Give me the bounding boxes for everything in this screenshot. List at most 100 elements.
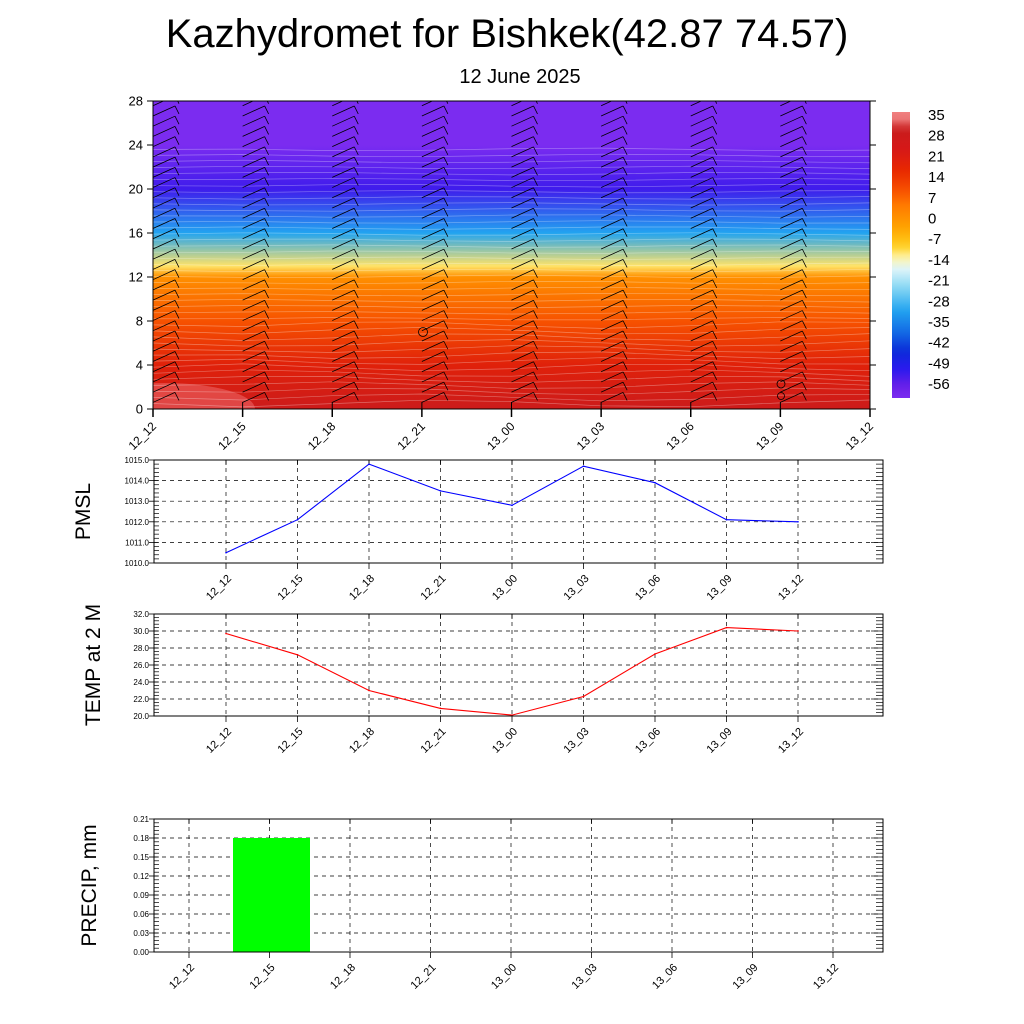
wind-barb <box>869 268 870 270</box>
wind-barb <box>600 218 624 229</box>
wind-barb <box>332 248 355 260</box>
series-point <box>439 707 442 710</box>
wind-barb-flag <box>533 351 538 360</box>
wind-barb-flag <box>443 167 449 176</box>
wind-barb <box>869 166 870 168</box>
wind-barb-flag <box>264 177 269 186</box>
wind-barb <box>600 320 624 332</box>
wind-barb-flag <box>264 238 269 248</box>
wind-barb <box>153 248 176 260</box>
wind-barb-flag <box>622 156 628 166</box>
wind-barb <box>690 299 713 311</box>
y-axis-title: PRECIP, mm <box>78 824 101 946</box>
colorbar: 35 28 21 14 7 0 -7 -14 -21 -28 -35 -42 -49 -56 <box>892 107 950 398</box>
wind-barb <box>869 391 870 393</box>
wind-barb <box>869 381 870 382</box>
wind-barb <box>690 381 713 393</box>
wind-barb-flag <box>353 249 359 258</box>
wind-barb-flag <box>802 392 807 401</box>
wind-barb <box>780 228 803 240</box>
wind-barb <box>690 248 713 260</box>
wind-barb <box>421 361 445 373</box>
wind-barb-flag <box>622 381 628 391</box>
wind-barb <box>153 289 176 301</box>
wind-barb <box>600 371 624 383</box>
wind-barb-flag <box>443 187 449 196</box>
wind-barb-flag <box>353 105 359 115</box>
wind-barb-flag <box>353 351 359 360</box>
wind-barb <box>690 289 713 301</box>
wind-barb <box>332 340 355 352</box>
wind-barb-flag <box>622 146 628 156</box>
wind-barb <box>780 269 803 281</box>
wind-barb <box>511 238 534 250</box>
wind-barb-flag <box>443 218 449 227</box>
wind-barb <box>690 269 713 281</box>
wind-barb <box>600 187 624 199</box>
wind-barb <box>690 197 713 209</box>
wind-barb <box>421 392 445 403</box>
wind-barb-flag <box>174 208 180 217</box>
y-tick-label: 1011.0 <box>125 538 149 547</box>
wind-barb <box>332 136 355 148</box>
wind-barb <box>780 392 803 403</box>
wind-barb <box>242 101 254 107</box>
contour-line <box>153 393 870 402</box>
x-tick-label: 12_12 <box>204 726 234 756</box>
wind-barb-flag <box>712 167 718 176</box>
wind-barb-flag <box>712 289 718 299</box>
x-tick-label: 13_12 <box>811 962 841 992</box>
wind-barb-flag <box>353 208 359 217</box>
wind-barb <box>869 289 870 290</box>
wind-barb <box>153 310 176 321</box>
y-tick-label: 28.0 <box>133 644 149 653</box>
wind-barb-flag <box>353 320 359 329</box>
wind-barb <box>690 115 713 127</box>
wind-barb <box>780 289 803 301</box>
wind-barb-flag <box>264 351 269 360</box>
contour-line <box>153 363 870 372</box>
wind-barb <box>332 351 355 362</box>
contour-line <box>153 256 870 260</box>
y-axis-title: TEMP at 2 M <box>82 604 105 726</box>
y-tick-label: 1012.0 <box>125 518 150 527</box>
y-tick-label: 0.06 <box>133 910 149 919</box>
wind-barb <box>690 361 713 373</box>
wind-barb-flag <box>353 259 359 268</box>
wind-barb-flag <box>353 330 359 340</box>
wind-barb-flag <box>712 177 718 186</box>
wind-barb <box>780 156 803 168</box>
wind-barb <box>332 371 355 383</box>
wind-barb-flag <box>353 197 359 207</box>
y-tick-label: 0.15 <box>133 853 149 862</box>
wind-barb-flag <box>533 269 538 278</box>
wind-barb-flag <box>174 126 180 135</box>
wind-barb-flag <box>264 228 269 237</box>
wind-barb <box>690 218 713 229</box>
wind-barb-flag <box>264 279 269 289</box>
wind-barb-flag <box>443 238 449 248</box>
wind-barb <box>242 381 265 393</box>
wind-barb <box>690 105 713 117</box>
wind-barb <box>421 371 445 383</box>
wind-barb-flag <box>174 279 180 289</box>
series-point <box>368 463 370 465</box>
wind-barb-flag <box>533 289 538 299</box>
contour-line <box>153 311 870 315</box>
wind-barb <box>242 340 265 352</box>
wind-barb-flag <box>264 371 269 381</box>
wind-barb-flag <box>533 310 538 319</box>
wind-barb <box>242 136 265 148</box>
wind-barb <box>780 105 803 117</box>
wind-barb-flag <box>353 167 359 176</box>
wind-barb-flag <box>443 197 449 207</box>
wind-barb <box>780 259 803 270</box>
colorbar-label: 0 <box>928 211 936 228</box>
y-tick-label: 20 <box>129 182 143 197</box>
series-point <box>296 518 299 521</box>
wind-barb <box>332 228 355 240</box>
y-tick-label: 0.12 <box>133 872 149 881</box>
wind-barb-flag <box>533 146 538 156</box>
wind-barb <box>421 228 445 240</box>
wind-barb-flag <box>443 279 449 289</box>
